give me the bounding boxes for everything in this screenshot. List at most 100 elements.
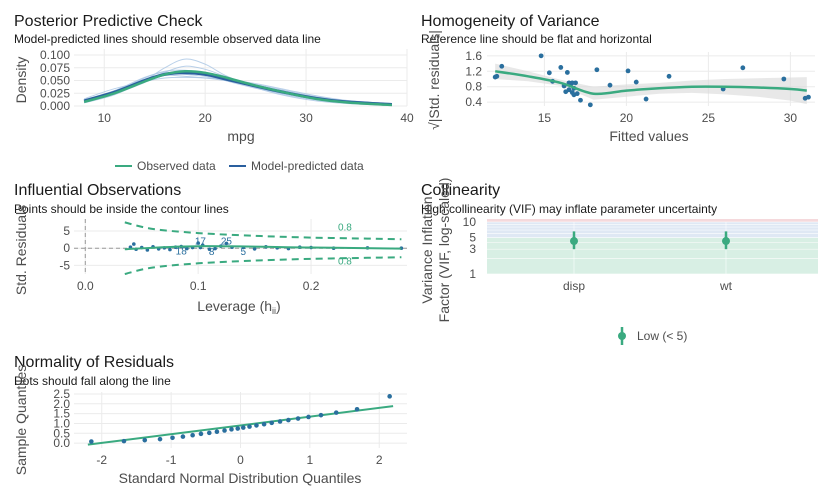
hov-x-tick-2: 25 bbox=[702, 111, 716, 125]
hov-point bbox=[781, 76, 787, 82]
qq-point bbox=[269, 420, 275, 426]
qq-point bbox=[142, 437, 148, 443]
col-x-tick-wt: wt bbox=[719, 279, 733, 293]
hov-point bbox=[806, 94, 811, 100]
qq-point bbox=[354, 406, 360, 412]
influential-y-axis-label: Std. Residuals bbox=[13, 205, 29, 295]
hov-point bbox=[587, 102, 593, 108]
qq-point bbox=[306, 414, 311, 420]
ppc-x-tick-0: 10 bbox=[98, 111, 112, 125]
col-point-wt bbox=[722, 237, 730, 246]
homogeneity-subtitle: Reference line should be flat and horizo… bbox=[421, 32, 652, 46]
inf-contour-lower-label: 0.8 bbox=[338, 257, 352, 268]
ppc-panel: Posterior Predictive Check Model-predict… bbox=[13, 13, 414, 173]
ppc-observed-line bbox=[83, 70, 392, 107]
normality-y-axis-label: Sample Quantiles bbox=[13, 365, 29, 476]
inf-point bbox=[252, 247, 257, 251]
col-y-tick-3: 10 bbox=[463, 215, 477, 229]
inf-x-tick-1: 0.1 bbox=[190, 279, 207, 293]
collinearity-legend: Low (< 5) bbox=[618, 327, 687, 345]
qq-point bbox=[261, 421, 267, 427]
inf-contour-upper-label: 0.8 bbox=[338, 222, 352, 233]
hov-x-tick-0: 15 bbox=[538, 111, 552, 125]
normality-plot-area: -2 -1 0 1 2 0.00.51.01.52.02.5 bbox=[53, 387, 407, 467]
inf-smooth-line bbox=[124, 245, 402, 251]
hov-point bbox=[740, 65, 746, 71]
inf-point-label-4: 5 bbox=[241, 247, 247, 258]
influential-subtitle: Points should be inside the contour line… bbox=[14, 202, 229, 216]
inf-contour-upper bbox=[124, 221, 402, 241]
qq-point bbox=[277, 419, 283, 424]
homogeneity-panel: Homogeneity of Variance Reference line s… bbox=[421, 13, 815, 144]
inf-point-label-0: 17 bbox=[195, 236, 207, 247]
qq-point bbox=[214, 429, 220, 434]
hov-y-tick-0: 0.4 bbox=[465, 95, 482, 109]
qq-x-tick-1: -1 bbox=[166, 453, 177, 467]
homogeneity-plot-area: 15 20 25 30 0.40.8 1.21.6 bbox=[465, 49, 815, 125]
collinearity-panel: Collinearity High collinearity (VIF) may… bbox=[419, 178, 818, 345]
inf-point bbox=[168, 247, 172, 252]
qq-y-tick-5: 2.5 bbox=[53, 387, 70, 401]
hov-point bbox=[494, 73, 500, 79]
qq-y-tick-2: 1.0 bbox=[53, 416, 70, 430]
ppc-x-tick-1: 20 bbox=[199, 111, 213, 125]
inf-point bbox=[213, 246, 217, 251]
qq-reference-line bbox=[87, 405, 394, 446]
legend-observed-label: Observed data bbox=[137, 159, 216, 173]
legend-low-label: Low (< 5) bbox=[637, 329, 687, 343]
hov-point bbox=[569, 80, 575, 86]
qq-point bbox=[229, 427, 234, 432]
hov-point bbox=[643, 96, 649, 102]
qq-y-tick-4: 2.0 bbox=[53, 397, 70, 411]
ppc-y-tick-4: 0.100 bbox=[40, 48, 70, 62]
hov-point bbox=[499, 63, 505, 69]
col-y-tick-1: 3 bbox=[469, 242, 476, 256]
qq-point bbox=[121, 438, 127, 444]
influential-plot-area: 0.8 0.8 17 25 18 8 5 0.0 0.1 0.2 -5 0 5 bbox=[59, 219, 407, 293]
collinearity-y-axis-label-line2: Factor (VIF, log-scaled) bbox=[436, 178, 452, 323]
ppc-y-tick-1: 0.025 bbox=[40, 86, 70, 100]
inf-point-label-3: 8 bbox=[209, 247, 215, 258]
inf-y-tick-0: -5 bbox=[59, 258, 70, 272]
ppc-x-axis-label: mpg bbox=[227, 128, 254, 144]
qq-point bbox=[254, 423, 259, 428]
inf-contour-lower bbox=[124, 256, 402, 275]
col-y-tick-2: 5 bbox=[469, 231, 476, 245]
qq-point bbox=[198, 431, 204, 437]
ppc-legend: Observed data Model-predicted data bbox=[115, 159, 364, 173]
hov-point bbox=[558, 65, 564, 70]
hov-y-tick-1: 0.8 bbox=[465, 80, 482, 94]
hov-smooth-line bbox=[495, 70, 807, 96]
qq-point bbox=[247, 424, 252, 429]
col-y-tick-0: 1 bbox=[469, 267, 476, 281]
col-x-tick-disp: disp bbox=[563, 279, 585, 293]
qq-point bbox=[387, 394, 392, 399]
homogeneity-y-axis-label: √|Std. residuals| bbox=[426, 30, 442, 130]
inf-y-tick-1: 0 bbox=[63, 241, 70, 255]
inf-point bbox=[132, 242, 136, 246]
influential-panel: Influential Observations Points should b… bbox=[13, 182, 407, 316]
legend-low-swatch-dot bbox=[618, 332, 626, 340]
normality-x-axis-label: Standard Normal Distribution Quantiles bbox=[119, 470, 362, 486]
hov-point bbox=[546, 70, 552, 76]
collinearity-y-axis-label-line1: Variance Inflation bbox=[419, 196, 435, 303]
inf-x-tick-0: 0.0 bbox=[77, 279, 94, 293]
hov-point bbox=[564, 70, 570, 75]
qq-y-tick-1: 0.5 bbox=[53, 426, 70, 440]
collinearity-subtitle: High collinearity (VIF) may inflate para… bbox=[421, 202, 717, 216]
hov-point bbox=[633, 79, 639, 85]
hov-point bbox=[666, 73, 672, 79]
ppc-title: Posterior Predictive Check bbox=[14, 13, 204, 30]
ppc-y-tick-0: 0.000 bbox=[40, 99, 70, 113]
qq-point bbox=[206, 430, 212, 436]
normality-panel: Normality of Residuals Dots should fall … bbox=[13, 354, 407, 486]
qq-y-tick-0: 0.0 bbox=[53, 436, 70, 450]
inf-point bbox=[196, 241, 200, 245]
inf-x-tick-2: 0.2 bbox=[303, 279, 320, 293]
hov-point bbox=[594, 67, 600, 73]
influential-title: Influential Observations bbox=[14, 182, 181, 199]
hov-x-tick-1: 20 bbox=[620, 111, 634, 125]
qq-x-tick-4: 2 bbox=[376, 453, 383, 467]
ppc-x-tick-3: 40 bbox=[400, 111, 414, 125]
